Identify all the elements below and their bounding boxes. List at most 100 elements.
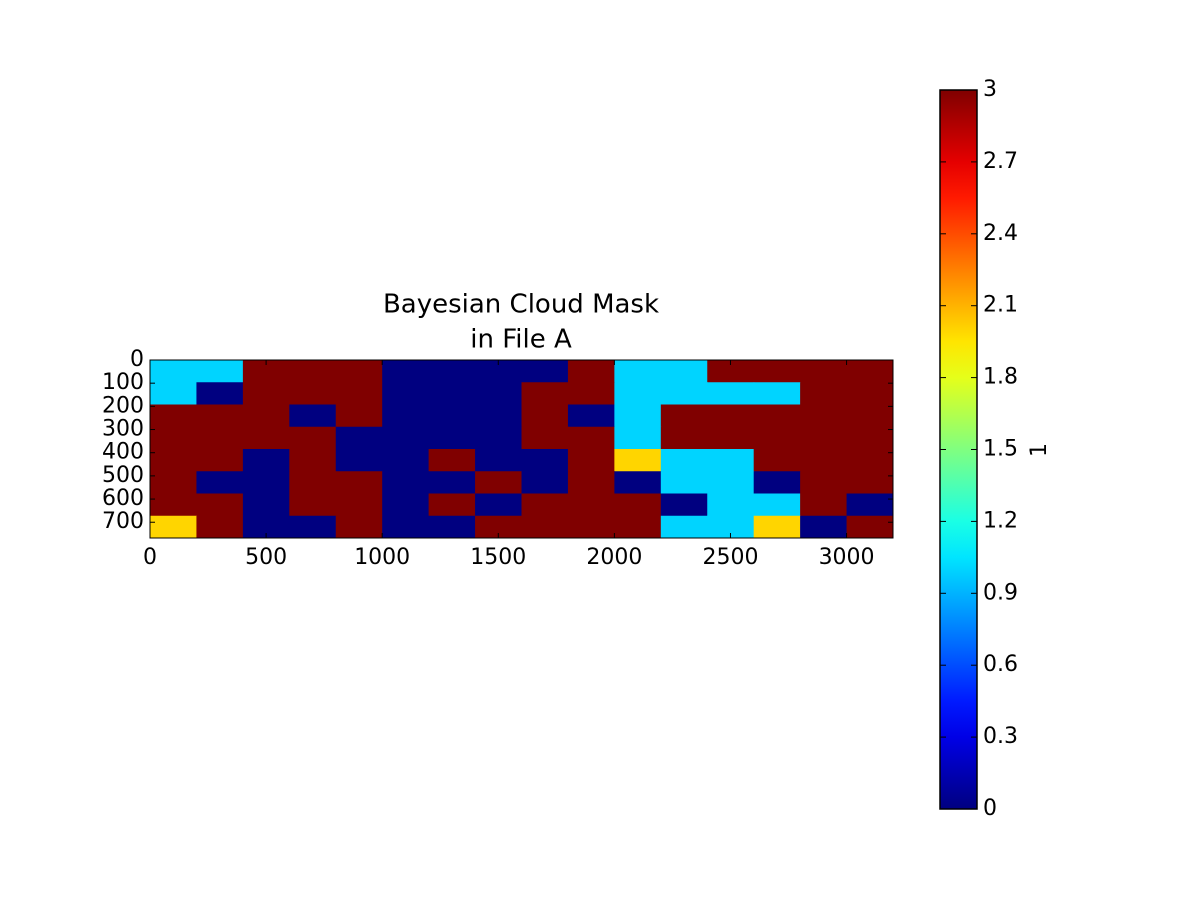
- heatmap-cell: [196, 426, 244, 450]
- heatmap-cell: [289, 404, 337, 428]
- heatmap-cell: [800, 449, 848, 472]
- colorbar-tick-label: 2.7: [983, 149, 1018, 174]
- heatmap-cell: [242, 360, 290, 383]
- heatmap-cell: [150, 471, 197, 494]
- heatmap-cell: [475, 515, 522, 539]
- heatmap-cell: [475, 382, 522, 405]
- heatmap-cell: [196, 493, 244, 517]
- heatmap-cell: [335, 382, 383, 405]
- heatmap-cell: [428, 404, 476, 428]
- y-tick-label: 0: [130, 347, 144, 372]
- heatmap-cell: [846, 426, 894, 450]
- heatmap-cell: [335, 426, 383, 450]
- heatmap-cell: [242, 404, 290, 428]
- heatmap-cell: [521, 471, 569, 494]
- heatmap-cell: [846, 360, 894, 383]
- x-tick-label: 2000: [586, 545, 642, 570]
- heatmap-cell: [800, 493, 848, 517]
- y-tick-label: 300: [102, 417, 144, 442]
- heatmap-cell: [846, 471, 894, 494]
- heatmap-cell: [521, 382, 569, 405]
- heatmap-cell: [707, 515, 755, 539]
- heatmap-cell: [800, 471, 848, 494]
- heatmap-cell: [521, 449, 569, 472]
- heatmap-cell: [800, 382, 848, 405]
- heatmap-cell: [289, 449, 337, 472]
- chart-title: in File A: [470, 325, 572, 355]
- heatmap-cell: [567, 360, 615, 383]
- heatmap-cell: [382, 515, 430, 539]
- heatmap-cell: [196, 382, 244, 405]
- heatmap-cell: [614, 404, 662, 428]
- heatmap-cell: [335, 515, 383, 539]
- heatmap-cell: [846, 382, 894, 405]
- heatmap-cell: [289, 515, 337, 539]
- colorbar-tick-label: 0.3: [983, 724, 1018, 749]
- heatmap-cell: [475, 360, 522, 383]
- heatmap-cell: [567, 382, 615, 405]
- y-tick-label: 100: [102, 370, 144, 395]
- heatmap-cell: [428, 493, 476, 517]
- colorbar-tick-label: 0.6: [983, 652, 1018, 677]
- heatmap-cell: [335, 493, 383, 517]
- heatmap-cell: [335, 360, 383, 383]
- heatmap-cell: [428, 471, 476, 494]
- x-tick-label: 500: [245, 545, 287, 570]
- heatmap-cell: [800, 426, 848, 450]
- heatmap-cell: [660, 493, 708, 517]
- colorbar-tick-label: 1.5: [983, 437, 1018, 462]
- heatmap-cell: [846, 449, 894, 472]
- heatmap-cell: [521, 426, 569, 450]
- y-tick-label: 400: [102, 440, 144, 465]
- heatmap-cell: [800, 515, 848, 539]
- heatmap-cell: [382, 493, 430, 517]
- heatmap-cell: [614, 471, 662, 494]
- colorbar-tick-label: 2.1: [983, 293, 1018, 318]
- heatmap-cell: [428, 515, 476, 539]
- heatmap-cell: [614, 493, 662, 517]
- y-tick-label: 600: [102, 486, 144, 511]
- heatmap-cell: [335, 404, 383, 428]
- colorbar-tick-label: 0.9: [983, 580, 1018, 605]
- x-tick-label: 2500: [702, 545, 758, 570]
- heatmap-cell: [242, 426, 290, 450]
- x-tick-label: 0: [143, 545, 157, 570]
- heatmap-cell: [846, 515, 894, 539]
- heatmap-cell: [335, 471, 383, 494]
- heatmap-cell: [428, 426, 476, 450]
- heatmap-cell: [614, 515, 662, 539]
- heatmap-cell: [707, 449, 755, 472]
- colorbar-tick-label: 1.8: [983, 365, 1018, 390]
- heatmap-cell: [428, 360, 476, 383]
- heatmap-cell: [428, 382, 476, 405]
- x-tick-label: 1500: [470, 545, 526, 570]
- heatmap-cell: [614, 382, 662, 405]
- heatmap-cell: [475, 449, 522, 472]
- plot-frame: [149, 359, 894, 539]
- heatmap-cell: [707, 382, 755, 405]
- heatmap-cell: [150, 426, 197, 450]
- heatmap-cell: [289, 426, 337, 450]
- heatmap-cell: [660, 471, 708, 494]
- heatmap-cell: [521, 515, 569, 539]
- x-tick-label: 1000: [354, 545, 410, 570]
- heatmap-cell: [614, 449, 662, 472]
- heatmap-cell: [196, 515, 244, 539]
- heatmap-cell: [242, 449, 290, 472]
- y-tick-label: 500: [102, 463, 144, 488]
- heatmap-cell: [289, 493, 337, 517]
- heatmap-cell: [196, 360, 244, 383]
- heatmap-cell: [753, 493, 801, 517]
- heatmap-cell: [382, 360, 430, 383]
- colorbar-tick-label: 1.2: [983, 508, 1018, 533]
- heatmap-cell: [753, 426, 801, 450]
- heatmap-cell: [614, 426, 662, 450]
- heatmap-cell: [567, 515, 615, 539]
- heatmap-cell: [660, 382, 708, 405]
- heatmap-cell: [475, 404, 522, 428]
- heatmap-cell: [753, 471, 801, 494]
- chart-title: Bayesian Cloud Mask: [383, 290, 659, 320]
- heatmap-cell: [753, 515, 801, 539]
- colorbar-tick-label: 2.4: [983, 221, 1018, 246]
- heatmap-cell: [567, 449, 615, 472]
